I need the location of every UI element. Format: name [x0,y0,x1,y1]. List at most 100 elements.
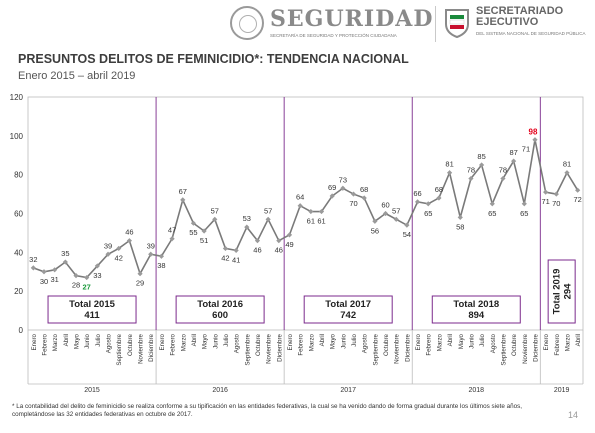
x-tick-label: Marzo [436,333,443,351]
x-tick-label: Enero [159,333,166,350]
data-point [479,162,485,168]
national-seal-icon [230,6,264,40]
data-label: 73 [339,175,347,184]
y-tick-label: 40 [14,248,23,257]
data-label: 60 [381,201,389,210]
data-label: 64 [296,193,304,202]
data-point [254,238,261,244]
x-tick-label: Octubre [383,333,390,356]
data-label: 46 [275,246,283,255]
x-tick-label: Mayo [458,333,465,349]
data-label: 39 [104,241,112,250]
data-label: 55 [189,228,197,237]
x-tick-label: Octubre [255,333,262,356]
data-point [297,203,303,209]
y-tick-label: 0 [19,326,24,335]
data-label: 61 [307,217,315,226]
data-label: 70 [349,199,357,208]
x-tick-label: Octubre [511,333,518,356]
data-label: 56 [371,226,379,235]
year-total-label: Total 2016 [197,299,243,310]
x-tick-label: Julio [351,333,358,346]
data-point [382,210,389,217]
data-point [212,216,218,222]
data-label: 65 [424,209,432,218]
data-point [436,195,442,201]
data-point [404,222,410,228]
data-point [180,197,186,203]
x-tick-label: Abril [447,334,454,346]
data-point [286,232,293,238]
x-tick-label: Abril [191,334,198,346]
data-label: 29 [136,279,144,288]
data-label: 57 [264,206,272,215]
x-tick-label: Noviembre [138,333,145,363]
x-tick-label: Septiembre [500,333,507,365]
year-total-value: 600 [212,310,228,321]
data-point [190,220,197,226]
year-total-rotated: Total 2019 294 [552,269,574,315]
x-tick-label: Octubre [127,333,134,356]
x-tick-label: Diciembre [276,333,283,361]
data-point [137,271,143,277]
x-tick-label: Agosto [490,333,497,353]
data-label: 41 [232,255,240,264]
header-logos: SEGURIDAD SECRETARÍA DE SEGURIDAD Y PROT… [230,4,590,48]
data-label: 69 [328,183,336,192]
x-tick-label: Marzo [180,333,187,351]
data-point [575,187,581,193]
data-label: 65 [520,209,528,218]
data-point [340,185,346,191]
year-total-box [431,295,521,324]
data-label: 78 [499,166,507,175]
year-label: 2018 [468,387,484,394]
x-tick-label: Abril [63,334,70,346]
data-label: 46 [253,246,261,255]
page-subtitle: Enero 2015 – abril 2019 [18,70,136,82]
page-number: 14 [568,410,579,420]
sesnsp-subtitle: DEL SISTEMA NACIONAL DE SEGURIDAD PÚBLIC… [476,31,586,36]
y-tick-label: 60 [14,210,23,219]
year-total-value: 894 [468,310,485,321]
page-title: PRESUNTOS DELITOS DE FEMINICIDIO*: TENDE… [18,52,409,66]
data-point [521,201,527,207]
year-label: 2015 [84,387,100,394]
data-point [94,263,100,269]
x-tick-label: Febrero [42,333,49,355]
data-label: 68 [360,185,368,194]
x-tick-label: Septiembre [372,333,379,365]
peak-data-label: 98 [529,128,538,137]
x-tick-label: Julio [95,333,102,346]
x-tick-label: Julio [223,333,230,346]
x-tick-label: Noviembre [522,333,529,363]
data-label: 85 [477,152,485,161]
seguridad-logo-text: SEGURIDAD [270,6,434,32]
data-point [41,269,47,275]
data-point [148,251,154,257]
data-label: 28 [72,281,80,290]
x-tick-label: Junio [84,333,91,348]
data-point [511,158,517,164]
data-label: 49 [285,240,293,249]
x-tick-label: Marzo [308,333,315,351]
data-point [222,245,229,252]
x-tick-label: Junio [340,333,347,348]
year-total-label: Total 2015 [69,299,115,310]
data-point [468,175,474,182]
data-label: 58 [456,222,464,231]
year-total-label: Total 2018 [453,299,499,310]
data-label: 87 [509,148,517,157]
x-tick-label: Marzo [52,333,59,351]
data-label: 54 [403,230,411,239]
data-label: 32 [29,255,37,264]
year-total-box [547,259,576,324]
x-tick-label: Febrero [298,333,305,355]
x-tick-label: Diciembre [404,333,411,361]
x-tick-label: Septiembre [244,333,251,365]
year-total-label: Total 2019 [552,269,563,315]
year-total-value: 742 [340,310,356,321]
data-point [308,208,314,215]
x-tick-label: Mayo [330,333,337,349]
year-total-label: Total 2017 [325,299,371,310]
data-point [414,199,421,205]
